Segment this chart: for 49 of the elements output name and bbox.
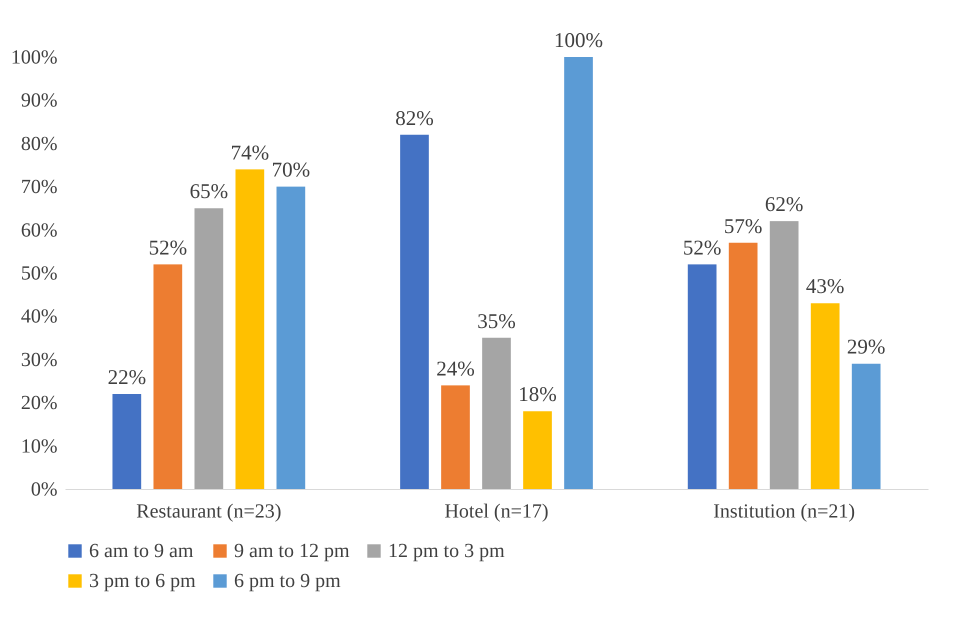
y-tick-label: 50% xyxy=(20,262,58,284)
y-tick-label: 20% xyxy=(20,392,58,414)
bar xyxy=(523,411,552,489)
bar xyxy=(728,242,758,489)
y-tick-label: 90% xyxy=(20,90,58,112)
data-label: 22% xyxy=(108,364,146,389)
data-label: 70% xyxy=(272,158,310,182)
x-tick-label: Institution (n=21) xyxy=(713,500,856,522)
data-label: 65% xyxy=(190,179,228,204)
bar xyxy=(112,394,142,489)
data-label: 74% xyxy=(230,140,270,164)
y-tick-label: 40% xyxy=(20,306,58,328)
y-tick-label: 0% xyxy=(30,478,58,500)
data-label: 43% xyxy=(806,274,844,298)
data-label: 29% xyxy=(846,334,886,359)
bar xyxy=(688,264,717,489)
bar xyxy=(276,186,306,489)
data-label: 35% xyxy=(477,308,516,333)
data-label: 52% xyxy=(682,235,722,260)
data-label: 18% xyxy=(518,382,557,406)
data-label: 62% xyxy=(764,192,804,216)
bar xyxy=(153,264,182,489)
legend-label: 9 am to 12 pm xyxy=(234,540,350,562)
legend-label: 6 am to 9 am xyxy=(89,540,194,562)
y-tick-label: 10% xyxy=(20,435,58,458)
bar xyxy=(482,338,511,489)
legend-label: 3 pm to 6 pm xyxy=(89,570,196,592)
data-label: 24% xyxy=(436,356,475,380)
x-tick-label: Restaurant (n=23) xyxy=(136,500,282,522)
bar xyxy=(441,385,470,489)
data-label: 100% xyxy=(554,28,604,52)
data-label: 52% xyxy=(148,235,188,260)
x-tick-label: Hotel (n=17) xyxy=(444,500,549,522)
bar xyxy=(194,208,224,489)
y-tick-label: 60% xyxy=(20,219,58,242)
legend-label: 12 pm to 3 pm xyxy=(388,540,506,562)
y-tick-label: 30% xyxy=(20,348,58,371)
bar xyxy=(564,57,593,489)
legend-label: 6 pm to 9 pm xyxy=(234,570,342,592)
y-tick-label: 80% xyxy=(20,132,58,155)
bar xyxy=(235,169,264,489)
bar xyxy=(810,303,840,489)
bar xyxy=(852,364,881,489)
bar xyxy=(770,221,799,489)
y-tick-label: 100% xyxy=(10,46,58,68)
bar xyxy=(400,134,429,489)
y-tick-label: 70% xyxy=(20,176,58,198)
data-label: 82% xyxy=(395,106,434,130)
data-label: 57% xyxy=(724,214,762,238)
